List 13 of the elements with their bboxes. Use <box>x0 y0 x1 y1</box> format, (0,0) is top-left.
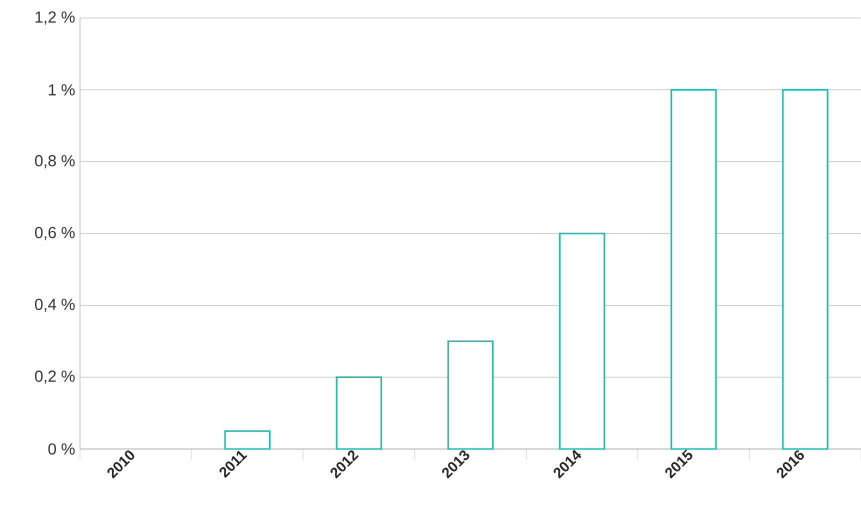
bar <box>558 232 606 450</box>
y-tick-label: 0,4 % <box>35 298 75 312</box>
y-tick-label: 1,2 % <box>36 11 75 25</box>
y-tick-label: 0,2 % <box>35 370 75 384</box>
bar <box>224 430 270 450</box>
bar <box>447 340 494 450</box>
y-tick-label: 0 % <box>48 443 75 455</box>
bar <box>782 89 828 450</box>
bar <box>336 376 382 450</box>
bar <box>670 89 717 450</box>
y-tick-label: 0,8 % <box>35 155 75 168</box>
y-tick-label: 0,6 % <box>35 226 75 240</box>
y-tick-label: 1 % <box>48 84 75 96</box>
